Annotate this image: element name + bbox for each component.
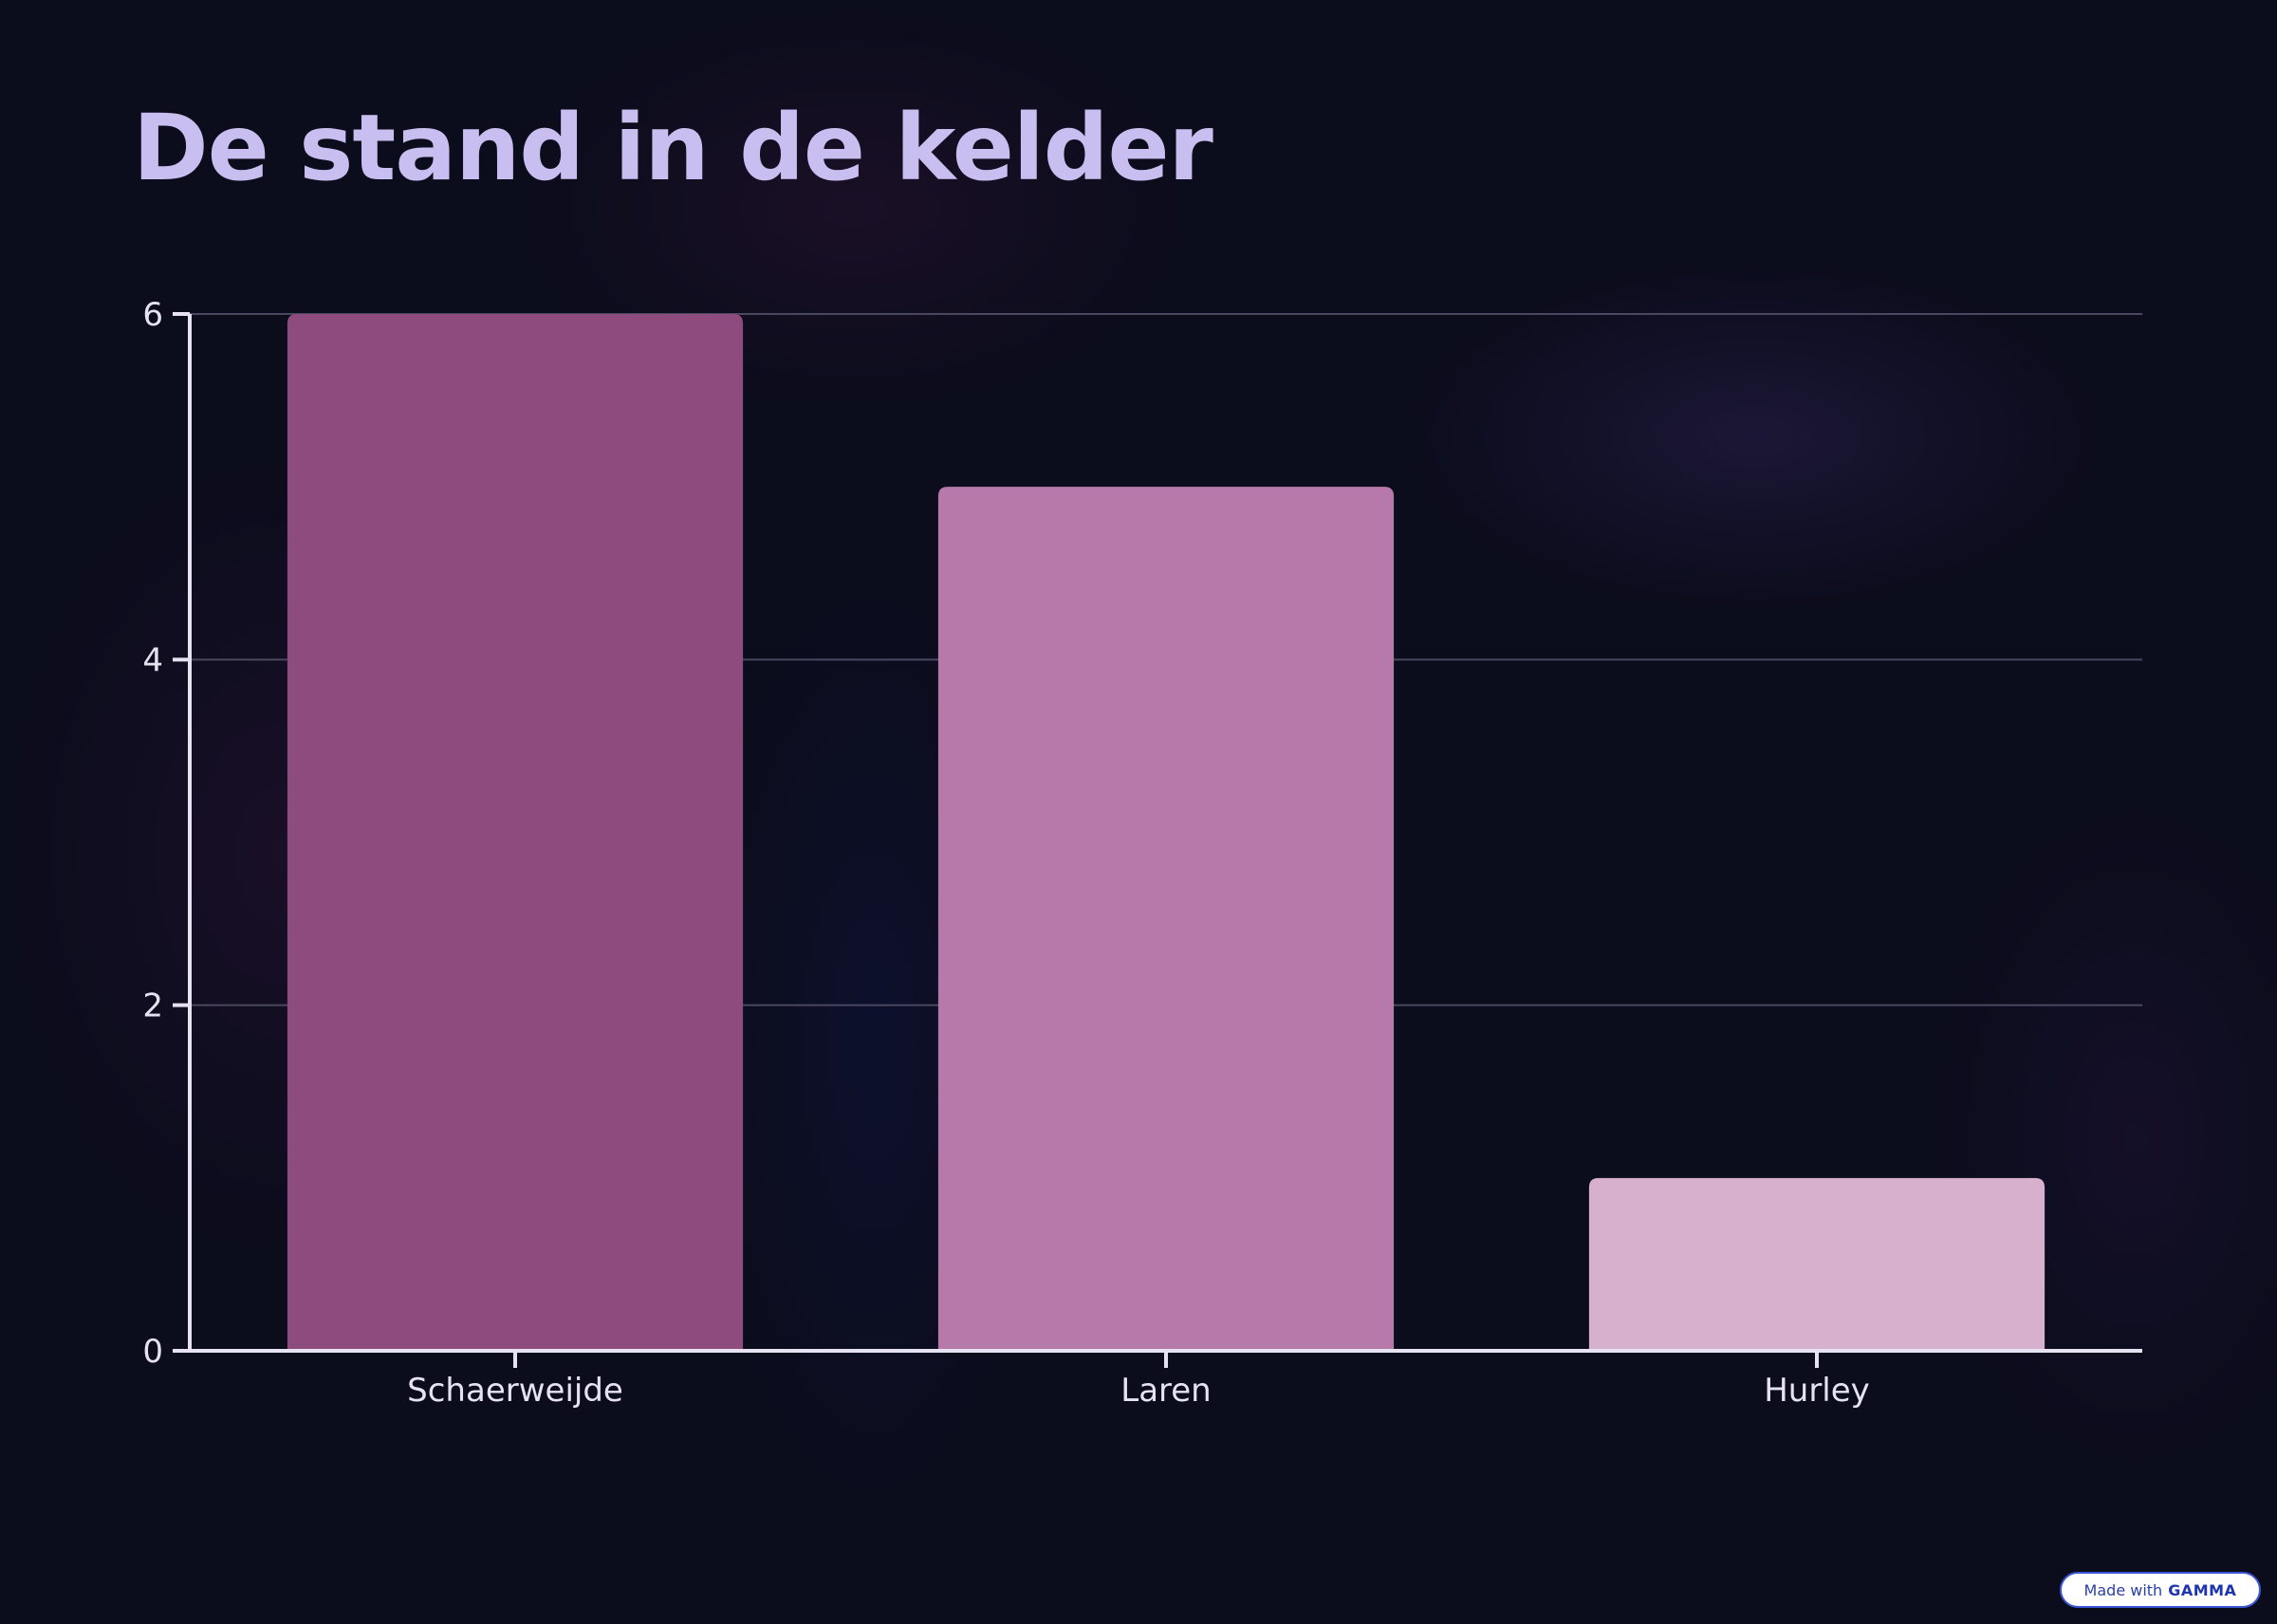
bar-schaerweijde — [287, 314, 744, 1351]
gamma-logo: GAMMA — [2168, 1580, 2237, 1599]
x-tick-label: Schaerweijde — [407, 1372, 623, 1410]
bars — [287, 314, 2046, 1351]
y-tick-label: 0 — [142, 1333, 163, 1371]
x-tick-label: Laren — [1120, 1372, 1211, 1410]
bar-hurley — [1588, 1177, 2046, 1351]
y-tick-label: 2 — [142, 987, 163, 1025]
y-tick-label: 6 — [142, 296, 163, 334]
bar-laren — [937, 487, 1395, 1351]
made-with-gamma-badge[interactable]: Made with GAMMA — [2060, 1572, 2261, 1608]
tick-labels: 0 2 4 6 Schaerweijde Laren Hurley — [142, 296, 1869, 1410]
chart-title: De stand in de kelder — [133, 95, 1213, 201]
axes — [173, 312, 2142, 1368]
x-tick-label: Hurley — [1764, 1372, 1870, 1410]
y-tick-label: 4 — [142, 641, 163, 679]
badge-prefix: Made with — [2083, 1580, 2163, 1599]
